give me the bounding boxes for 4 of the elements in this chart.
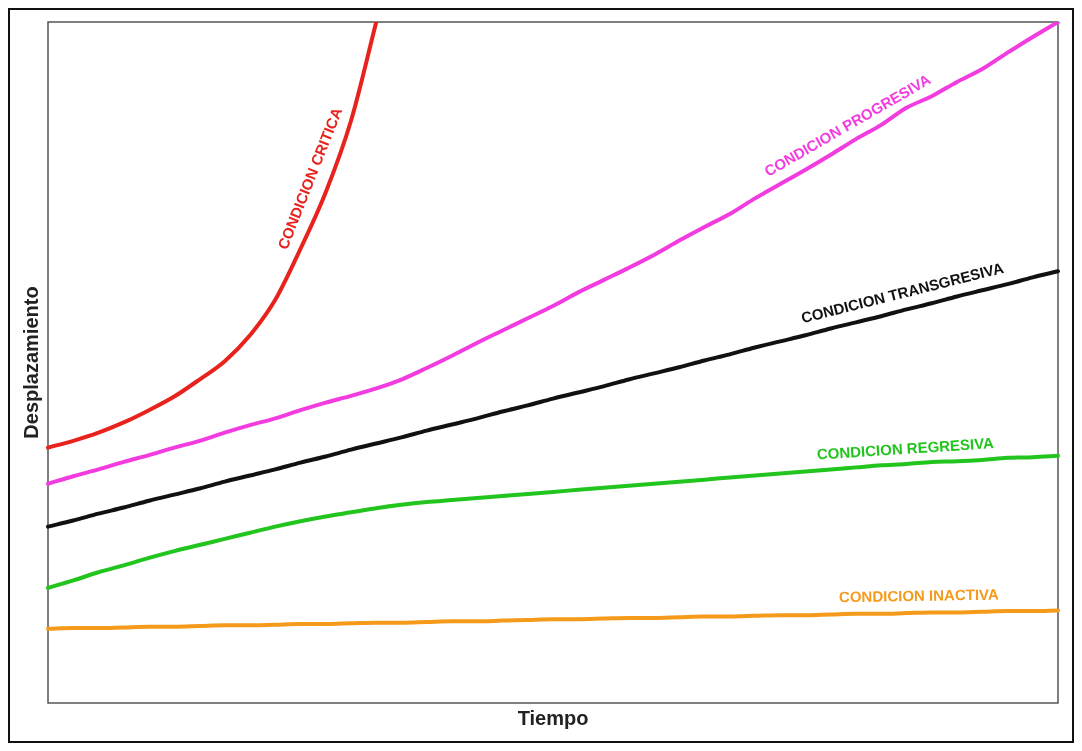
x-axis-title: Tiempo bbox=[517, 706, 589, 729]
series-label: CONDICION REGRESIVA bbox=[816, 434, 995, 463]
series-label: CONDICION INACTIVA bbox=[838, 585, 999, 606]
y-axis-title: Desplazamiento bbox=[19, 286, 42, 439]
